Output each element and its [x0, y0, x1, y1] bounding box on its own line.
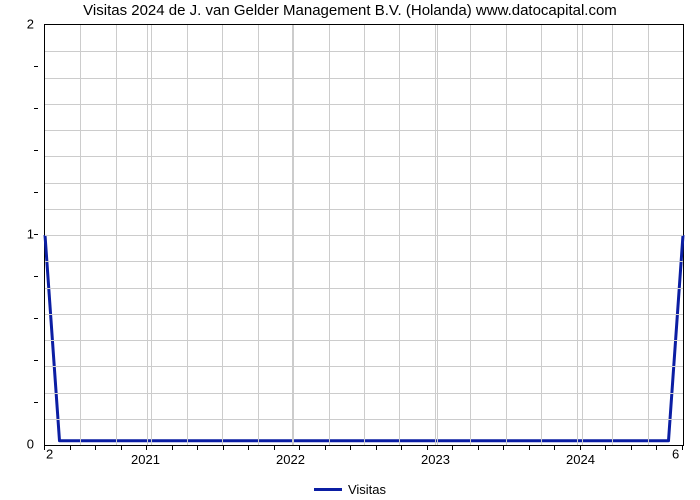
x-tick-minor: [44, 446, 45, 450]
grid-horizontal: [45, 104, 683, 105]
x-tick-minor: [223, 446, 224, 450]
x-tick-minor: [682, 446, 683, 450]
plot-area: [44, 24, 684, 446]
legend-label: Visitas: [348, 482, 386, 497]
y-tick-minor: [34, 192, 38, 193]
x-tick-minor: [554, 446, 555, 450]
x-tick-minor: [580, 446, 581, 450]
x-tick-label: 2021: [131, 452, 160, 467]
x-tick-minor: [529, 446, 530, 450]
y-tick-label: 1: [27, 227, 34, 242]
grid-horizontal: [45, 156, 683, 157]
x-tick-minor: [350, 446, 351, 450]
x-tick-minor: [656, 446, 657, 450]
x-tick-minor: [427, 446, 428, 450]
legend-item: Visitas: [314, 482, 386, 497]
x-tick-minor: [325, 446, 326, 450]
x-tick-label: 2022: [276, 452, 305, 467]
grid-horizontal: [45, 235, 683, 236]
x-tick-label: 2023: [421, 452, 450, 467]
x-tick-minor: [70, 446, 71, 450]
y-tick-minor: [34, 150, 38, 151]
grid-horizontal: [45, 209, 683, 210]
y-tick-minor: [34, 66, 38, 67]
x-tick-label: 2024: [566, 452, 595, 467]
y-tick-minor: [34, 276, 38, 277]
x-tick-minor: [376, 446, 377, 450]
grid-horizontal: [45, 78, 683, 79]
legend: Visitas: [0, 478, 700, 497]
x-tick-minor: [197, 446, 198, 450]
x-tick-minor: [121, 446, 122, 450]
x-tick-minor: [401, 446, 402, 450]
chart-title: Visitas 2024 de J. van Gelder Management…: [0, 2, 700, 19]
grid-horizontal: [45, 130, 683, 131]
y-tick-minor: [34, 318, 38, 319]
x-tick-minor: [172, 446, 173, 450]
y-axis-ticks: 012: [0, 24, 40, 446]
grid-horizontal: [45, 340, 683, 341]
grid-horizontal: [45, 51, 683, 52]
grid-horizontal: [45, 183, 683, 184]
grid-horizontal: [45, 261, 683, 262]
x-tick-minor: [299, 446, 300, 450]
grid-horizontal: [45, 288, 683, 289]
x-tick-minor: [605, 446, 606, 450]
y-tick-label: 2: [27, 17, 34, 32]
x-tick-minor: [95, 446, 96, 450]
legend-swatch-icon: [314, 488, 342, 491]
secondary-left-label: 2: [46, 446, 53, 461]
grid-horizontal: [45, 419, 683, 420]
x-tick-minor: [631, 446, 632, 450]
grid-horizontal: [45, 314, 683, 315]
x-tick-minor: [274, 446, 275, 450]
x-tick-minor: [146, 446, 147, 450]
y-tick-minor: [34, 234, 38, 235]
y-tick-minor: [34, 402, 38, 403]
y-tick-minor: [34, 360, 38, 361]
grid-horizontal: [45, 393, 683, 394]
grid-horizontal: [45, 366, 683, 367]
x-tick-minor: [452, 446, 453, 450]
x-tick-minor: [503, 446, 504, 450]
y-tick-label: 0: [27, 437, 34, 452]
secondary-right-label: 6: [672, 446, 679, 461]
x-tick-minor: [248, 446, 249, 450]
y-tick-minor: [34, 108, 38, 109]
x-tick-minor: [478, 446, 479, 450]
